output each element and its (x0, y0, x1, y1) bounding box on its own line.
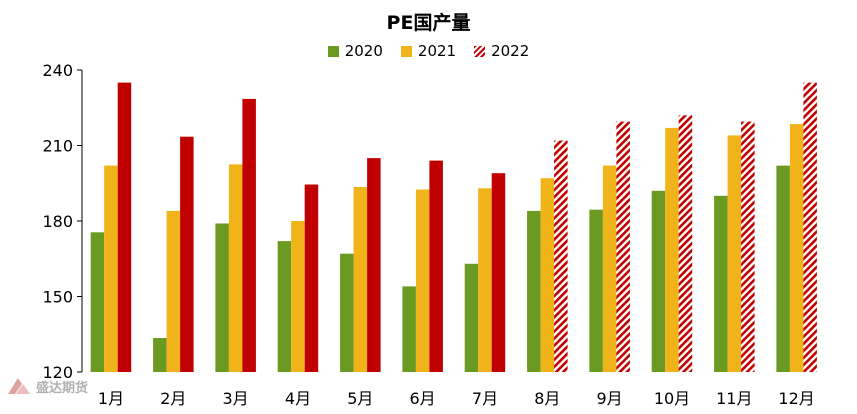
legend-item-2020: 2020 (327, 42, 383, 60)
legend-swatch-2022 (474, 45, 486, 57)
bar-2020-10 (651, 190, 666, 372)
y-tick-label: 150 (42, 288, 73, 307)
bar-2020-7 (464, 263, 479, 372)
x-tick-label: 5月 (347, 389, 373, 408)
bar-2021-12 (789, 124, 804, 372)
bar-2020-9 (589, 209, 603, 372)
bar-2020-8 (527, 210, 541, 372)
legend-item-2021: 2021 (400, 42, 457, 60)
bar-2021-1 (104, 165, 118, 372)
x-tick-label: 12月 (778, 389, 814, 408)
bar-2022-3 (242, 98, 256, 373)
legend-item-2022: 2022 (474, 42, 529, 60)
bar-2020-2 (153, 338, 167, 372)
logo-icon (8, 378, 30, 394)
x-tick-label: 3月 (223, 389, 249, 408)
y-tick-label: 180 (42, 212, 73, 231)
legend-label-2020: 2020 (344, 42, 383, 60)
bar-2022-2 (180, 136, 194, 372)
x-tick-label: 2月 (160, 389, 186, 408)
bar-2020-3 (215, 223, 229, 372)
x-tick-label: 7月 (472, 389, 498, 408)
bar-2022-5 (367, 158, 381, 372)
legend: 2020 2021 2022 (0, 42, 857, 60)
bar-2022-12 (803, 82, 817, 372)
bar-2022-1 (117, 82, 132, 372)
bar-2021-6 (415, 189, 430, 372)
y-tick-label: 210 (42, 137, 73, 156)
bar-2021-11 (727, 135, 742, 372)
x-tick-label: 10月 (654, 389, 690, 408)
bar-2021-10 (665, 127, 679, 373)
bar-2020-5 (340, 253, 354, 372)
bar-2021-7 (478, 188, 492, 372)
bar-2022-6 (429, 160, 443, 372)
legend-label-2021: 2021 (417, 42, 457, 60)
x-tick-label: 1月 (98, 389, 124, 408)
bar-2021-4 (291, 221, 305, 372)
legend-swatch-2020 (327, 45, 339, 57)
x-tick-label: 9月 (597, 389, 623, 408)
y-tick-label: 120 (42, 363, 73, 382)
bar-2020-6 (402, 286, 416, 372)
bar-2021-3 (228, 164, 243, 372)
x-axis: 1月 2月 3月 4月 5月 6月 7月 8月 9月 10月 11月 12月 (98, 389, 815, 408)
legend-label-2022: 2022 (491, 42, 530, 60)
y-tick-label: 240 (42, 61, 73, 80)
bar-2021-5 (353, 187, 368, 372)
x-tick-label: 6月 (410, 389, 436, 408)
bar-2020-1 (90, 232, 105, 372)
bar-2021-2 (166, 210, 181, 372)
x-tick-label: 4月 (285, 389, 311, 408)
chart-title: PE国产量 (386, 12, 471, 34)
bar-2020-4 (277, 241, 292, 372)
bar-2022-9 (616, 121, 630, 372)
watermark-logo: 盛达期货 (6, 376, 88, 396)
bar-2020-11 (714, 195, 728, 372)
bar-2022-11 (741, 121, 755, 372)
x-tick-label: 11月 (716, 389, 752, 408)
legend-swatch-2021 (400, 45, 412, 57)
bar-2022-7 (491, 173, 506, 372)
watermark-text: 盛达期货 (36, 380, 89, 396)
bar-2021-8 (540, 178, 555, 372)
bar-2021-9 (602, 165, 617, 372)
bar-2020-12 (776, 165, 790, 372)
bar-2022-4 (304, 184, 319, 372)
y-axis: 240 210 180 150 120 (42, 61, 82, 382)
x-tick-label: 8月 (534, 389, 560, 408)
bars (90, 82, 817, 373)
bar-2022-10 (678, 115, 693, 373)
bar-2022-8 (554, 140, 568, 372)
